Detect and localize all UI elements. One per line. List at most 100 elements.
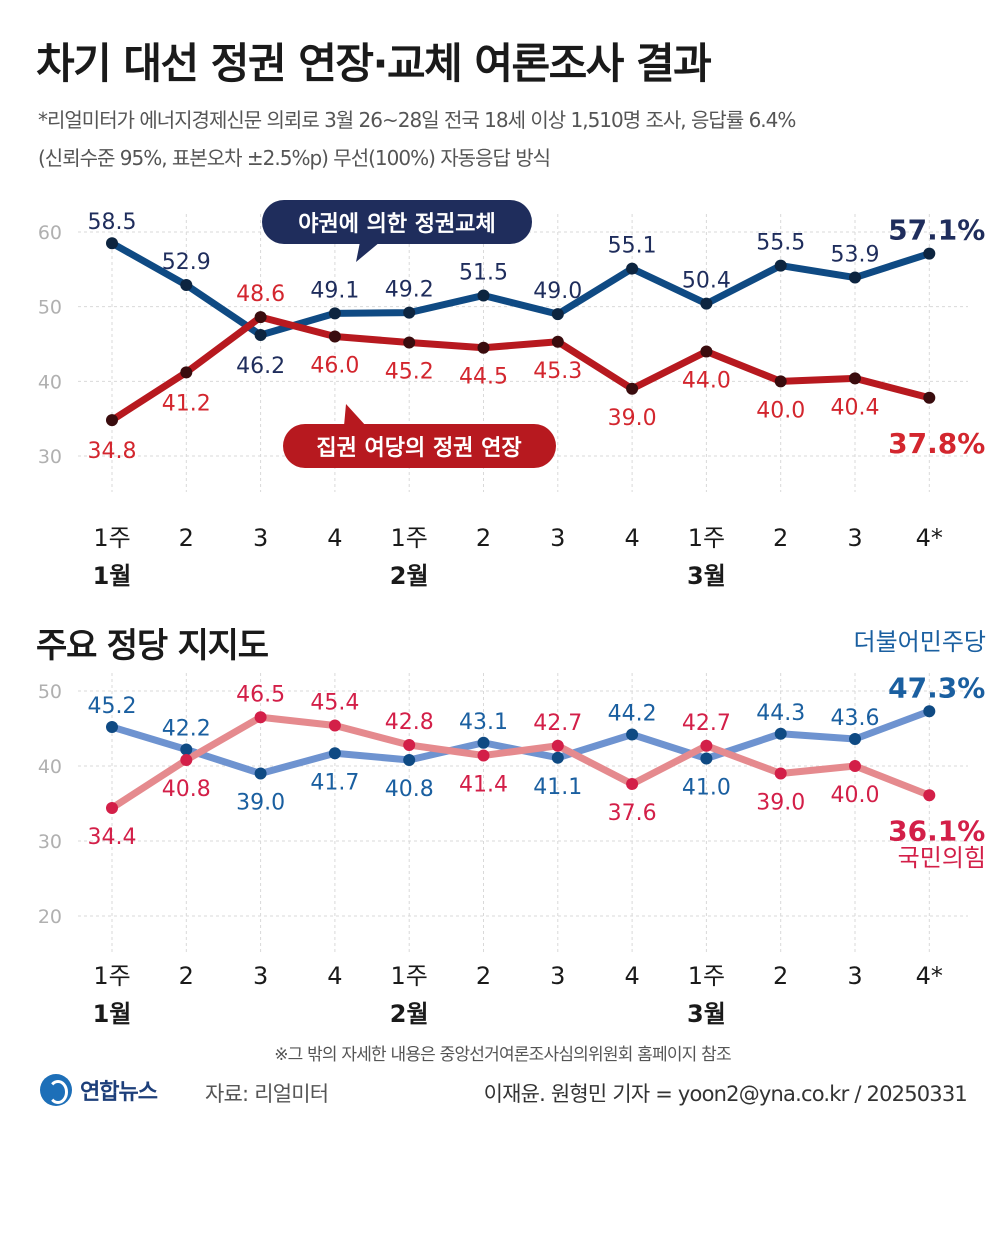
data-point <box>774 727 787 740</box>
data-label: 39.0 <box>756 791 805 816</box>
data-point <box>403 754 416 766</box>
data-label: 37.6 <box>608 801 657 826</box>
data-point <box>180 366 193 379</box>
data-point <box>106 802 118 814</box>
data-label: 58.5 <box>88 210 137 235</box>
data-point <box>180 279 193 292</box>
data-label: 42.2 <box>162 717 211 742</box>
x-tick-label: 3 <box>253 962 268 990</box>
data-point <box>849 372 861 385</box>
data-point <box>700 345 713 358</box>
y-tick-label: 40 <box>38 371 62 393</box>
data-label: 52.9 <box>162 250 211 275</box>
x-tick-label: 4 <box>327 962 342 990</box>
data-label: 42.7 <box>533 711 582 736</box>
data-point <box>626 778 639 790</box>
page-title: 차기 대선 정권 연장·교체 여론조사 결과 <box>36 39 712 88</box>
data-label: 49.1 <box>310 278 359 303</box>
data-label: 45.4 <box>310 691 359 716</box>
data-point <box>923 247 936 260</box>
data-label: 41.2 <box>162 391 211 416</box>
x-tick-label: 1주 <box>93 962 130 990</box>
data-point <box>328 330 341 343</box>
data-point <box>774 375 787 388</box>
series-1-callout-pointer <box>356 242 380 262</box>
data-label: 46.5 <box>236 682 285 707</box>
data-label: 44.2 <box>608 702 657 727</box>
data-label-latest: 47.3% <box>888 671 985 704</box>
data-label: 40.0 <box>756 398 805 423</box>
x-tick-label: 4* <box>916 962 943 990</box>
series-2-callout-label: 집권 여당의 정권 연장 <box>316 436 521 461</box>
data-label: 40.4 <box>831 395 880 420</box>
data-point <box>700 739 713 752</box>
month-label: 2월 <box>390 1000 429 1028</box>
data-point <box>551 751 564 764</box>
data-label: 49.2 <box>385 278 434 303</box>
footnote: ※그 밖의 자세한 내용은 중앙선거여론조사심의위원회 홈페이지 참조 <box>274 1045 731 1065</box>
data-label: 46.2 <box>236 354 285 379</box>
data-point <box>551 308 564 321</box>
data-point <box>106 237 118 250</box>
data-label: 40.0 <box>831 783 880 808</box>
x-tick-label: 2 <box>773 524 788 552</box>
data-point <box>626 262 639 275</box>
data-point <box>626 728 639 741</box>
data-point <box>477 736 490 749</box>
data-label: 46.0 <box>310 354 359 379</box>
data-label-latest: 57.1% <box>888 214 985 247</box>
data-point <box>551 335 564 348</box>
data-label: 43.1 <box>459 710 508 735</box>
data-point <box>180 743 193 756</box>
series-line-2 <box>108 713 933 812</box>
x-tick-label: 1주 <box>93 524 130 552</box>
data-point <box>700 752 713 765</box>
yonhap-logo-icon <box>40 1074 72 1106</box>
data-point <box>254 711 267 724</box>
data-label: 39.0 <box>236 791 285 816</box>
month-label: 1월 <box>93 1000 132 1028</box>
data-point <box>923 789 936 802</box>
regime-change-chart: 30 40 50 60 1주 2 3 4 1주 2 3 4 1주 2 3 4* 1월 2월 3월 58.5 52.9 46… <box>38 200 985 590</box>
data-label-latest: 37.8% <box>888 427 985 460</box>
data-point <box>551 739 564 752</box>
data-label: 49.0 <box>533 279 582 304</box>
series-1-callout-label: 야권에 의한 정권교체 <box>298 212 495 237</box>
series-2-name-label: 국민의힘 <box>898 844 986 872</box>
series-line-1 <box>108 707 933 777</box>
data-label: 41.4 <box>459 773 508 798</box>
data-label: 42.7 <box>682 711 731 736</box>
month-label: 2월 <box>390 562 429 590</box>
survey-note-line-1: *리얼미터가 에너지경제신문 의뢰로 3월 26~28일 전국 18세 이상 1… <box>38 108 796 132</box>
data-point <box>403 739 416 751</box>
x-tick-label: 4* <box>916 524 943 552</box>
yonhap-logo: 연합뉴스 <box>40 1074 158 1106</box>
y-tick-label: 30 <box>38 831 62 853</box>
x-tick-label: 3 <box>550 524 565 552</box>
month-label: 3월 <box>687 1000 726 1028</box>
data-point <box>774 259 787 272</box>
data-label: 48.6 <box>236 282 285 307</box>
data-point <box>106 721 118 733</box>
data-label: 41.7 <box>310 770 359 795</box>
data-point <box>477 341 490 354</box>
credit-label: 이재윤. 원형민 기자 = yoon2@yna.co.kr / 20250331 <box>483 1082 968 1106</box>
data-label: 41.1 <box>533 775 582 800</box>
data-label: 45.2 <box>385 360 434 385</box>
data-point <box>849 271 861 284</box>
data-point <box>328 719 341 732</box>
data-label: 55.1 <box>608 234 657 259</box>
x-tick-label: 4 <box>327 524 342 552</box>
data-label: 34.8 <box>88 439 137 464</box>
data-point <box>180 754 193 766</box>
data-label: 44.3 <box>756 701 805 726</box>
data-point <box>254 767 267 780</box>
data-label: 41.0 <box>682 776 731 801</box>
source-label: 자료: 리얼미터 <box>205 1082 329 1106</box>
series-line-2 <box>108 313 933 424</box>
data-point <box>254 329 267 342</box>
data-point <box>849 760 861 772</box>
data-point <box>403 306 416 319</box>
x-tick-label: 4 <box>624 524 639 552</box>
y-tick-label: 40 <box>38 756 62 778</box>
